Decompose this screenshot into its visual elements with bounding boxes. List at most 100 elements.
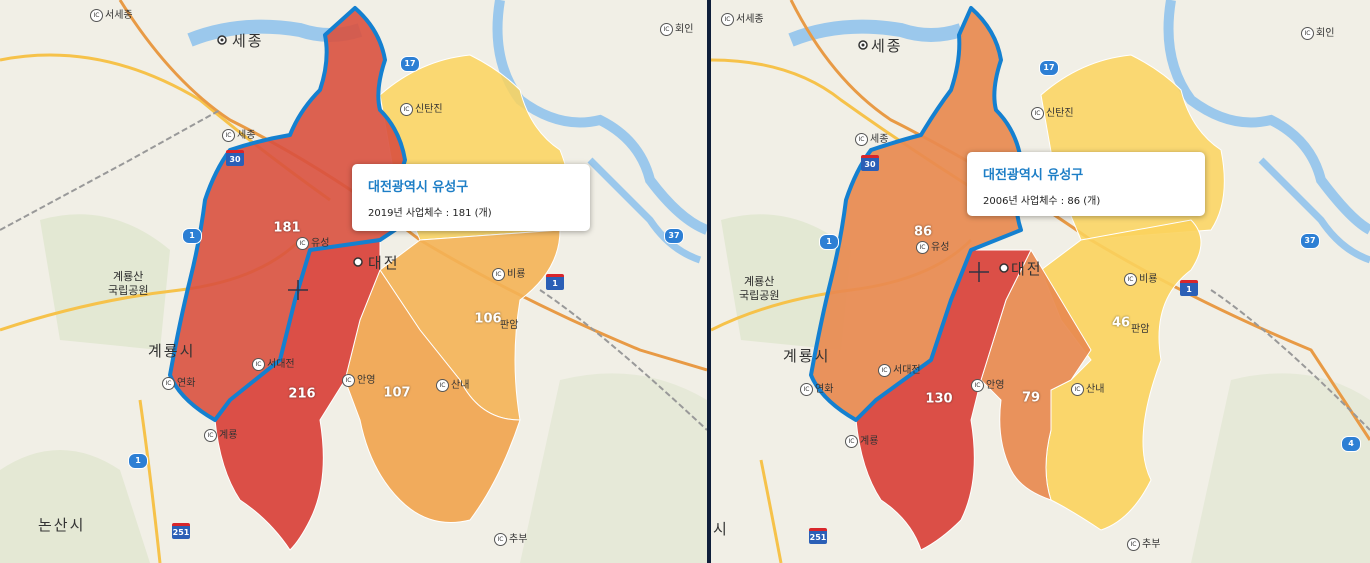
terrain-patch [0,450,150,563]
ic-icon: IC [1127,537,1140,551]
region-jung-gu[interactable] [344,268,521,523]
road [138,399,162,563]
place-label: IC 서세종 [721,10,764,26]
river [788,19,964,47]
terrain-patch [520,373,707,563]
place-label: 계룡시 [783,347,831,365]
place-label: IC 산내 [436,376,469,392]
map-panel-2006[interactable]: IC 서세종 세종 IC 회인 IC 세종 IC 신탄진 IC 유성 대전 IC 비룡 판암… [711,0,1370,563]
ic-icon: IC [800,382,813,396]
railway [1210,289,1370,431]
ic-icon: IC [90,8,103,22]
value-label-yuseong: 181 [273,220,301,236]
value-label-jung: 79 [1021,390,1041,406]
route-shield: 4 [1341,436,1361,452]
terrain-patch [1191,373,1370,563]
ic-icon: IC [1031,106,1044,120]
region-seo-gu[interactable] [855,249,1032,551]
ic-icon: IC [492,267,505,281]
route-shield: 17 [400,56,420,72]
river [1258,157,1370,264]
value-label-dong: 46 [1111,315,1131,331]
place-label: IC 유성 [296,234,329,250]
place-label: IC 신탄진 [400,100,443,116]
place-label: 판암 [500,320,519,331]
ic-icon: IC [436,378,449,392]
route-shield: 1 [182,228,202,244]
highway-shield: 251 [172,523,190,539]
river [587,157,702,264]
place-label: 계룡산 국립공원 [739,275,780,302]
city-marker-icon [353,257,363,267]
place-label: IC 서세종 [90,6,133,22]
terrain-patch [40,214,170,350]
place-label: IC 연화 [800,380,833,396]
map-canvas-2019[interactable] [0,0,707,563]
place-label: 대전 [1011,260,1043,278]
ic-icon: IC [494,532,507,546]
ic-icon: IC [721,12,734,26]
highway-shield: 1 [1180,280,1198,296]
tooltip-title: 대전광역시 유성구 [368,180,469,195]
map-canvas-2006[interactable] [711,0,1370,563]
ic-icon: IC [1124,272,1137,286]
ic-icon: IC [342,373,355,387]
city-marker-icon [861,43,865,47]
place-label: IC 서대전 [252,355,295,371]
place-label: IC 회인 [1301,24,1334,40]
route-shield: 17 [1039,60,1059,76]
place-label: IC 비룡 [492,265,525,281]
place-label: 시 [713,520,729,538]
river [1163,0,1370,235]
ic-icon: IC [162,376,175,390]
place-label: 판암 [1131,324,1150,335]
place-label: IC 비룡 [1124,270,1157,286]
region-tooltip: 대전광역시 유성구 2019년 사업체수 : 181 (개) [352,164,590,231]
city-marker-icon [220,38,224,42]
region-yuseong-gu[interactable] [809,6,1023,422]
place-label: IC 세종 [222,126,255,142]
highway-shield: 30 [226,150,244,166]
route-shield: 1 [819,234,839,250]
tooltip-detail: 2019년 사업체수 : 181 (개) [368,208,492,219]
highway-shield: 1 [546,274,564,290]
map-panel-2019[interactable]: IC 서세종 세종 IC 회인 IC 세종 IC 신탄진 IC 유성 대전 IC 비룡 판암… [0,0,707,563]
place-label: IC 서대전 [878,361,921,377]
route-shield: 1 [128,453,148,469]
place-label: IC 세종 [855,130,888,146]
region-seo-gu[interactable] [214,239,381,551]
place-label: IC 계룡 [845,432,878,448]
highway-shield: 251 [809,528,827,544]
ic-icon: IC [296,236,309,250]
place-label: 논산시 [38,516,86,534]
ic-icon: IC [1071,382,1084,396]
place-label: 계룡산 국립공원 [108,270,149,297]
place-label: 계룡시 [148,342,196,360]
value-label-seo: 216 [288,386,316,402]
place-label: 대전 [368,254,400,272]
railway [0,109,221,231]
value-label-yuseong: 86 [913,224,933,240]
crosshair-icon [969,262,989,282]
ic-icon: IC [222,128,235,142]
route-shield: 37 [664,228,684,244]
ic-icon: IC [916,240,929,254]
railway [539,289,707,431]
place-label: 세종 [232,32,264,50]
value-label-jung: 107 [383,385,411,401]
ic-icon: IC [400,102,413,116]
place-label: IC 계룡 [204,426,237,442]
ic-icon: IC [204,428,217,442]
place-label: IC 연화 [162,374,195,390]
region-jung-gu[interactable] [980,248,1092,501]
place-label: IC 신탄진 [1031,104,1074,120]
tooltip-title: 대전광역시 유성구 [983,168,1084,183]
ic-icon: IC [855,132,868,146]
ic-icon: IC [971,378,984,392]
region-yuseong-gu[interactable] [168,6,407,422]
ic-icon: IC [878,363,891,377]
place-label: IC 추부 [1127,535,1160,551]
tooltip-detail: 2006년 사업체수 : 86 (개) [983,196,1101,207]
route-shield: 37 [1300,233,1320,249]
place-label: IC 안영 [971,376,1004,392]
